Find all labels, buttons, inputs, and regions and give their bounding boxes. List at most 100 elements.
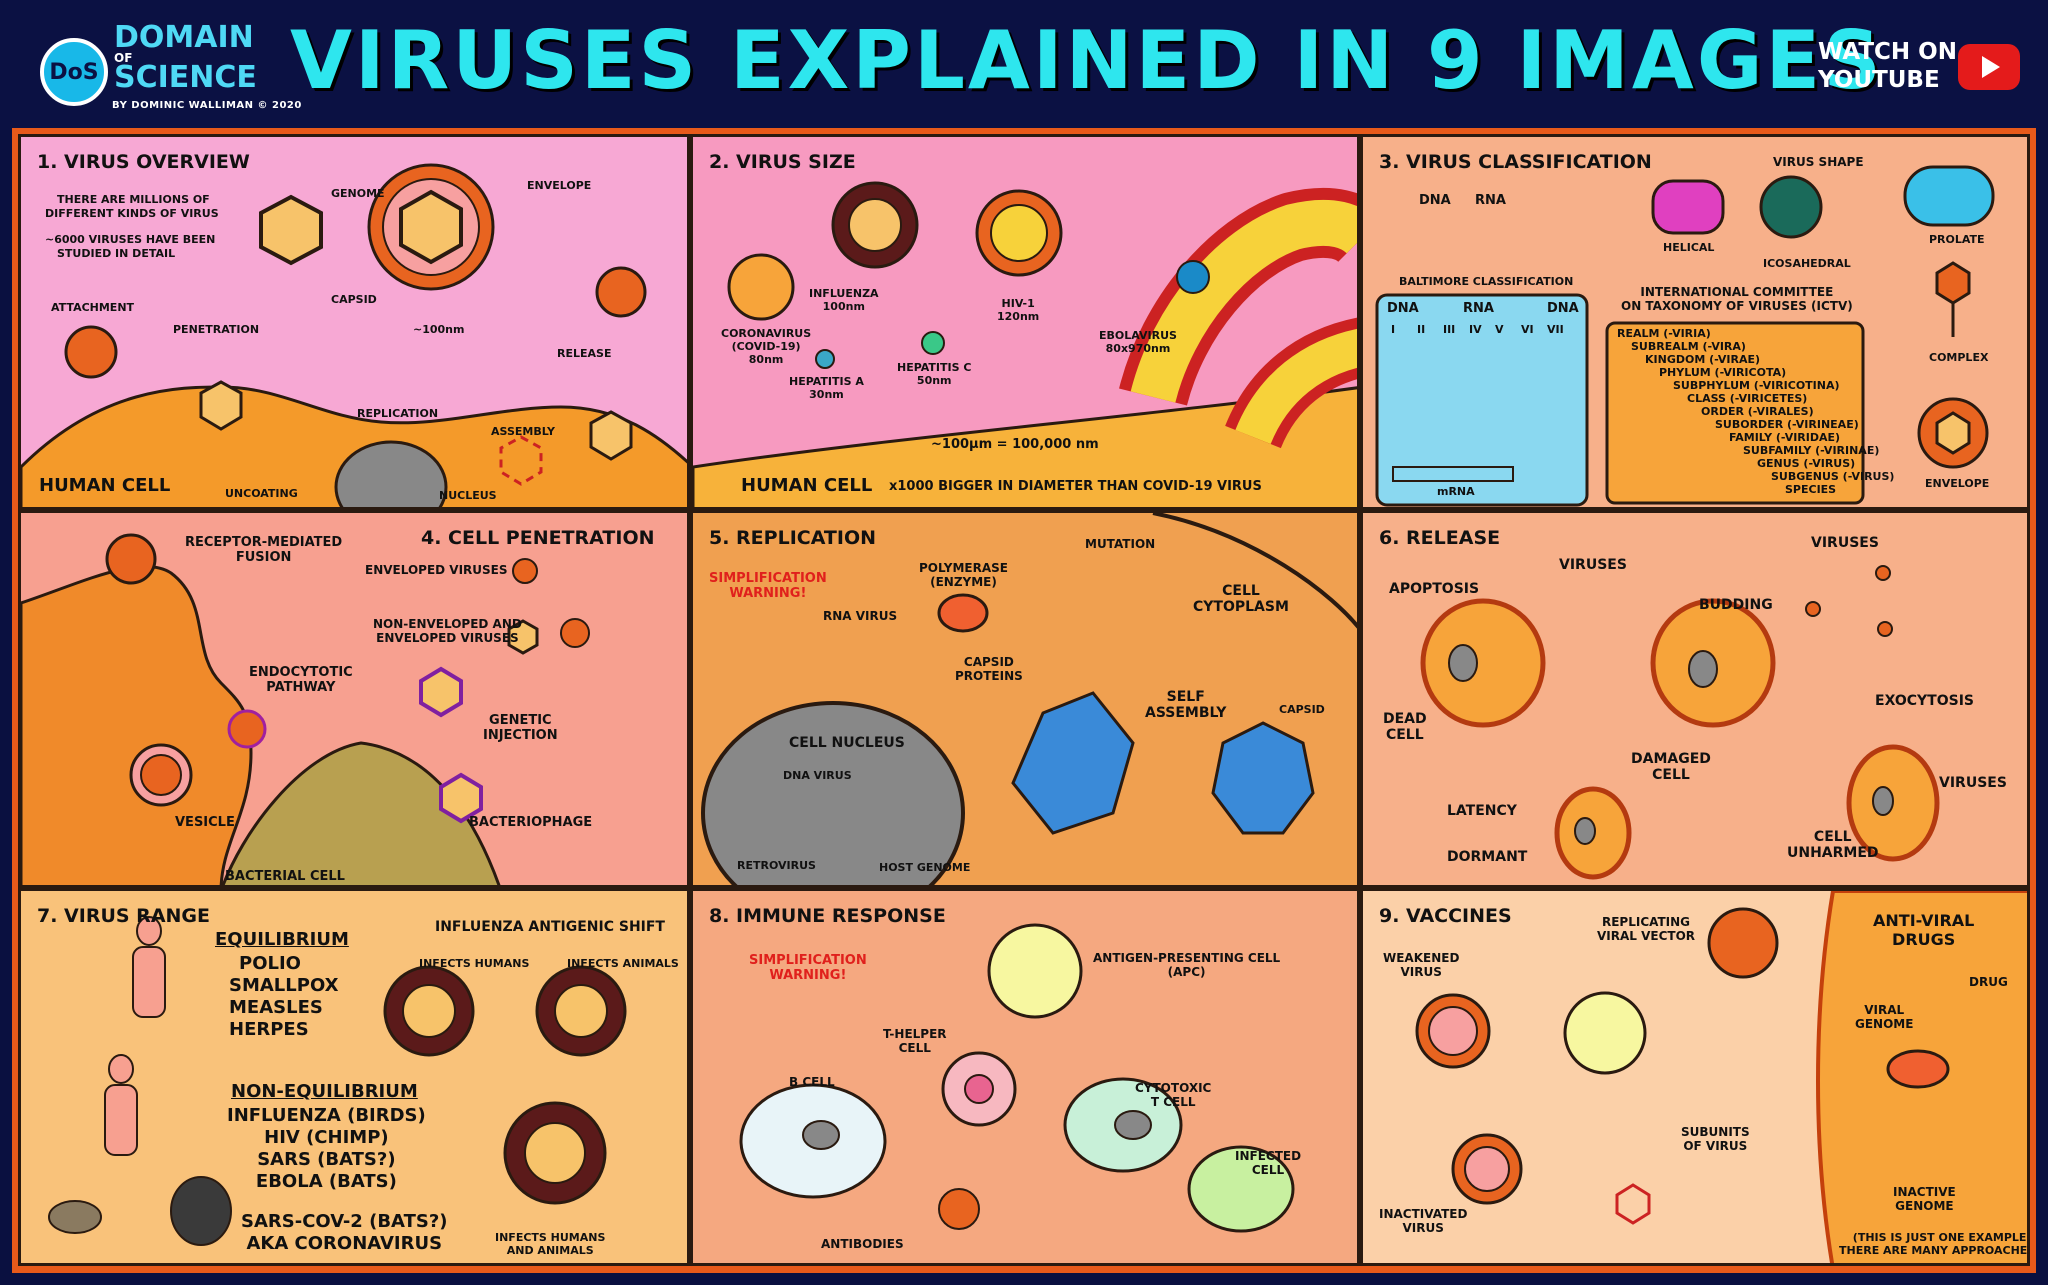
penetration-label: PENETRATION (173, 323, 260, 336)
taxonomy-rank: GENUS (-VIRUS) (1757, 457, 1856, 470)
subunits-label: SUBUNITS OF VIRUS (1681, 1125, 1750, 1153)
taxonomy-rank: KINGDOM (-VIRAE) (1645, 353, 1761, 366)
complex-label: COMPLEX (1929, 351, 1989, 364)
warning8-line2: WARNING! (769, 968, 847, 983)
non-equilibrium-item: INFLUENZA (BIRDS) (227, 1105, 426, 1126)
penetration-illustration (21, 533, 590, 885)
influenza-name: INFLUENZA (809, 287, 879, 300)
panel-cell-penetration: 4. CELL PENETRATION RECEPTOR-MEDIATED FUS… (18, 510, 690, 888)
hepa-name: HEPATITIS A (789, 375, 864, 388)
ictv-line1: INTERNATIONAL COMMITTEE (1640, 285, 1834, 299)
thelper-line2: CELL (898, 1041, 931, 1055)
panel-release: 6. RELEASE APOPTOSIS VIRUSES VIRUSES BUD… (1360, 510, 2030, 888)
replicating-line1: REPLICATING (1601, 915, 1691, 929)
dead-line2: CELL (1385, 727, 1424, 743)
host-genome-label: HOST GENOME (879, 861, 971, 874)
genome-label: GENOME (331, 187, 385, 200)
antiviral-line2: DRUGS (1892, 930, 1956, 949)
baltimore-group-VII: VII (1547, 323, 1564, 336)
intro-line2: DIFFERENT KINDS OF VIRUS (45, 207, 219, 220)
latency-label: LATENCY (1447, 803, 1517, 819)
infected-line2: CELL (1251, 1163, 1285, 1177)
youtube-icon[interactable] (1958, 44, 2020, 90)
viral-line2: GENOME (1855, 1017, 1914, 1031)
antigenic-shift-label: INFLUENZA ANTIGENIC SHIFT (435, 919, 665, 935)
page-title: VIRUSES EXPLAINED IN 9 IMAGES (290, 14, 1884, 107)
replicating-line2: VIRAL VECTOR (1597, 929, 1696, 943)
genetic-injection-label: GENETIC INJECTION (483, 713, 558, 743)
panel1-title: 1. VIRUS OVERVIEW (37, 151, 250, 173)
intro-line4: STUDIED IN DETAIL (57, 247, 176, 260)
human-cell-label: HUMAN CELL (39, 475, 171, 496)
cytotoxic-label: CYTOTOXIC T CELL (1135, 1081, 1211, 1109)
non-equilibrium-heading: NON-EQUILIBRIUM (231, 1081, 418, 1102)
unharmed-line1: CELL (1813, 829, 1852, 845)
baltimore-group-III: III (1443, 323, 1456, 336)
baltimore-rna-label: RNA (1463, 301, 1494, 316)
apc-line1: ANTIGEN-PRESENTING CELL (1093, 951, 1281, 965)
note-line1: (THIS IS JUST ONE EXAMPLE (1852, 1231, 2027, 1244)
warning8-line1: SIMPLIFICATION (749, 953, 867, 968)
weakened-line1: WEAKENED (1383, 951, 1460, 965)
panel-virus-size: 2. VIRUS SIZE INFLUENZA 100nm HIV-1 120nm … (690, 134, 1360, 510)
non-enveloped-label: NON-ENVELOPED AND ENVELOPED VIRUSES (373, 617, 522, 645)
coronavirus-label: CORONAVIRUS (COVID-19) 80nm (721, 327, 811, 366)
dead-cell-label: DEAD CELL (1383, 711, 1427, 743)
sars-line2: AKA CORONAVIRUS (246, 1233, 443, 1254)
hepatitis-a-label: HEPATITIS A 30nm (789, 375, 864, 401)
dos-logo[interactable]: DoS (40, 38, 108, 106)
panel8-title: 8. IMMUNE RESPONSE (709, 905, 946, 927)
exocytosis-label: EXOCYTOSIS (1875, 693, 1974, 709)
human-cell-label-2: HUMAN CELL (741, 475, 873, 496)
hepatitis-c-label: HEPATITIS C 50nm (897, 361, 971, 387)
genetic-line2: INJECTION (483, 728, 558, 743)
capsid-proteins-label: CAPSID PROTEINS (955, 655, 1023, 683)
subunits-line2: OF VIRUS (1683, 1139, 1748, 1153)
approaches-note: (THIS IS JUST ONE EXAMPLE THERE ARE MANY … (1839, 1231, 2027, 1257)
taxonomy-rank: FAMILY (-VIRIDAE) (1729, 431, 1841, 444)
panel-virus-classification: 3. VIRUS CLASSIFICATION DNA RNA VIRUS SH… (1360, 134, 2030, 510)
mutation-label: MUTATION (1085, 537, 1156, 551)
antibodies-label: ANTIBODIES (821, 1237, 904, 1251)
equilibrium-item: POLIO (239, 953, 301, 974)
corona-name: CORONAVIRUS (721, 327, 812, 340)
hepa-size: 30nm (809, 388, 844, 401)
equilibrium-item: HERPES (229, 1019, 309, 1040)
inactivated-line2: VIRUS (1402, 1221, 1444, 1235)
proteins-line2: PROTEINS (955, 669, 1023, 683)
infects-humans-label: INFECTS HUMANS (419, 957, 530, 970)
equilibrium-list: POLIO SMALLPOX MEASLES HERPES (229, 953, 338, 1041)
apc-line2: (APC) (1167, 965, 1206, 979)
taxonomy-rank: ORDER (-VIRALES) (1701, 405, 1814, 418)
cell-unharmed-label: CELL UNHARMED (1787, 829, 1879, 861)
infected-cell-label: INFECTED CELL (1235, 1149, 1301, 1177)
logo-wordmark: DOMAIN OF SCIENCE (114, 22, 257, 94)
dna-virus-label: DNA VIRUS (783, 769, 852, 782)
enveloped-viruses-label: ENVELOPED VIRUSES (365, 563, 508, 577)
ebola-name: EBOLAVIRUS (1099, 329, 1177, 342)
antiviral-line1: ANTI-VIRAL (1873, 911, 1975, 930)
cell-cytoplasm-label: CELL CYTOPLASM (1193, 583, 1289, 615)
size-label: ~100nm (413, 323, 465, 336)
drug-label: DRUG (1969, 975, 2008, 989)
panel-replication: 5. REPLICATION SIMPLIFICATION WARNING! PO… (690, 510, 1360, 888)
apoptosis-label: APOPTOSIS (1389, 581, 1480, 597)
logo-of: OF (114, 51, 133, 65)
thelper-line1: T-HELPER (883, 1027, 947, 1041)
equilibrium-heading: EQUILIBRIUM (215, 929, 349, 950)
taxonomy-rank: SPECIES (1785, 483, 1837, 496)
logo-line1: DOMAIN (114, 20, 254, 55)
influenza-size: 100nm (822, 300, 865, 313)
panel3-title: 3. VIRUS CLASSIFICATION (1379, 151, 1652, 173)
simplification-warning-8: SIMPLIFICATION WARNING! (749, 953, 867, 983)
assembly-label: ASSEMBLY (491, 425, 555, 438)
infects-both-label: INFECTS HUMANS AND ANIMALS (495, 1231, 605, 1257)
cyto-line1: CYTOTOXIC (1135, 1081, 1212, 1095)
baltimore-group-VI: VI (1521, 323, 1534, 336)
endo-line2: PATHWAY (266, 680, 336, 695)
intro-line1: THERE ARE MILLIONS OF (57, 193, 210, 206)
taxonomy-rank: SUBFAMILY (-VIRINAE) (1743, 444, 1880, 457)
inactive-line2: GENOME (1895, 1199, 1954, 1213)
watch-on-youtube-link[interactable]: WATCH ON YOUTUBE (1818, 38, 1957, 94)
panel-vaccines: 9. VACCINES WEAKENED VIRUS REPLICATING VIR… (1360, 888, 2030, 1266)
